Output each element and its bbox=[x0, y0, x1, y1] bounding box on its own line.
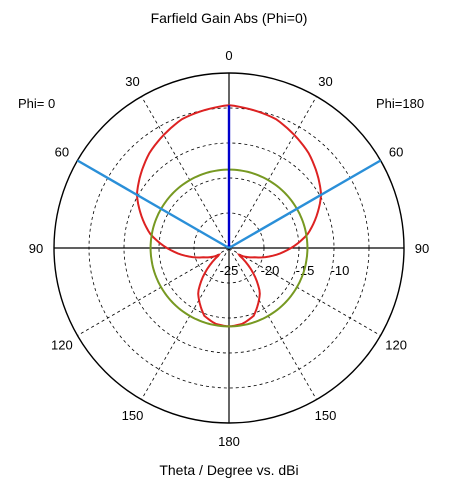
angle-tick-label: 60 bbox=[55, 145, 69, 160]
angle-tick-label: 120 bbox=[385, 338, 407, 353]
grid-spoke bbox=[228, 247, 381, 336]
angle-tick-label: 120 bbox=[51, 338, 73, 353]
angle-tick-label: 150 bbox=[315, 408, 337, 423]
angle-tick-labels: 0 30 60 90 120 150 180 150 120 90 60 30 bbox=[29, 48, 429, 449]
marker-layer bbox=[76, 105, 382, 250]
radial-tick-label: -20 bbox=[261, 263, 280, 278]
grid-spoke bbox=[141, 247, 230, 400]
side-label-right: Phi=180 bbox=[376, 96, 424, 111]
angle-tick-label: 180 bbox=[218, 434, 240, 449]
direction-marker bbox=[228, 159, 382, 250]
angle-tick-label: 0 bbox=[225, 48, 232, 63]
grid-spoke bbox=[228, 96, 317, 249]
x-axis-label: Theta / Degree vs. dBi bbox=[159, 462, 298, 478]
angle-tick-label: 60 bbox=[389, 145, 403, 160]
chart-title: Farfield Gain Abs (Phi=0) bbox=[151, 10, 308, 26]
angle-tick-label: 90 bbox=[415, 241, 429, 256]
radial-tick-labels: -25 -20 -15 -10 bbox=[220, 263, 350, 278]
grid-spoke bbox=[228, 247, 317, 400]
grid-spoke bbox=[77, 247, 230, 336]
angle-tick-label: 30 bbox=[318, 74, 332, 89]
angle-tick-label: 30 bbox=[125, 74, 139, 89]
side-label-left: Phi= 0 bbox=[18, 96, 55, 111]
radial-tick-label: -25 bbox=[220, 263, 239, 278]
direction-marker bbox=[76, 159, 230, 250]
radial-tick-label: -10 bbox=[331, 263, 350, 278]
grid-spoke bbox=[141, 96, 230, 249]
angle-tick-label: 150 bbox=[122, 408, 144, 423]
angle-tick-label: 90 bbox=[29, 241, 43, 256]
